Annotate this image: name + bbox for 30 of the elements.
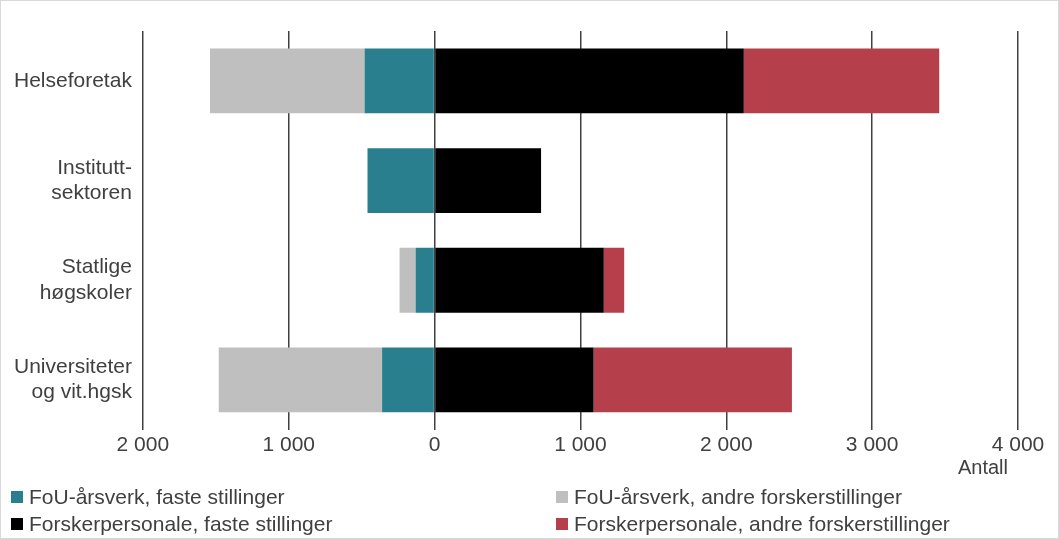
x-tick-label: 0: [428, 432, 441, 456]
bar: [603, 247, 625, 313]
legend-label: FoU-årsverk, andre forskerstillinger: [574, 484, 902, 510]
x-axis-title: Antall: [957, 456, 1008, 479]
bar: [364, 48, 434, 114]
x-tick-label: 1 000: [554, 432, 607, 456]
bar: [743, 48, 940, 114]
bar: [218, 347, 383, 413]
bar: [593, 347, 792, 413]
bar: [209, 48, 365, 114]
y-tick-label: Statlige høgskoler: [39, 254, 132, 303]
bar: [435, 347, 594, 413]
bar: [415, 247, 434, 313]
bar: [435, 247, 604, 313]
x-tick-label: 1 000: [262, 432, 316, 456]
bar: [382, 347, 434, 413]
y-tick-label: Institutt- sektoren: [51, 154, 132, 203]
bar: [435, 148, 542, 213]
y-tick-label: Universiteter og vit.hgsk: [14, 354, 133, 403]
x-tick-label: 3 000: [845, 432, 899, 456]
x-tick-label: 2 000: [700, 432, 753, 456]
x-tick-label: 2 000: [116, 432, 170, 456]
y-tick-label: Helseforetak: [14, 67, 133, 91]
legend-label: Forskerpersonale, andre forskerstillinger: [574, 511, 950, 537]
bar: [435, 48, 744, 114]
legend-label: FoU-årsverk, faste stillinger: [29, 484, 285, 510]
bar: [399, 247, 416, 313]
bar: [367, 148, 434, 213]
legend-label: Forskerpersonale, faste stillinger: [29, 511, 333, 537]
x-tick-label: 4 000: [991, 432, 1045, 456]
